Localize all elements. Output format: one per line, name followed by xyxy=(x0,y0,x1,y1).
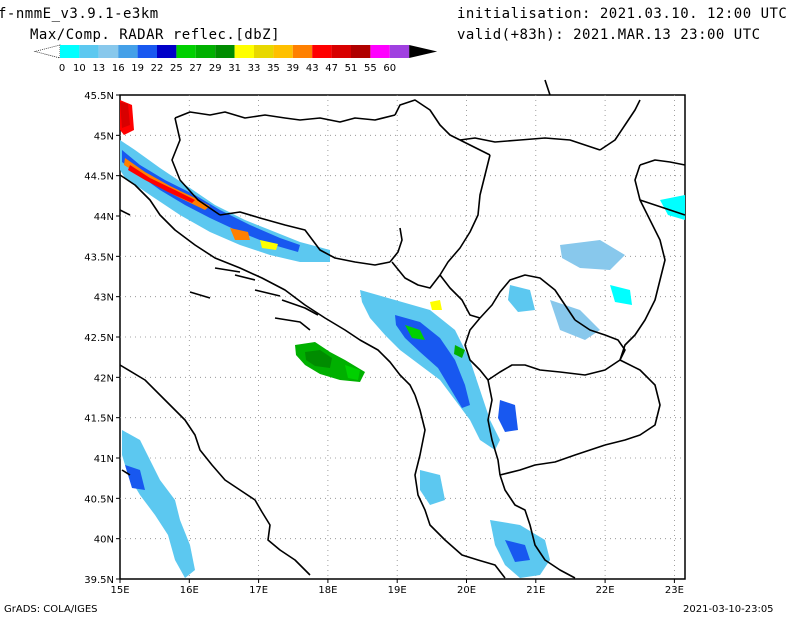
colorbar-label: 13 xyxy=(92,63,105,74)
lat-label: 40.5N xyxy=(84,494,114,505)
render-timestamp: 2021-03-10-23:05 xyxy=(683,604,774,615)
colorbar-label: 51 xyxy=(345,63,358,74)
colorbar-label: 29 xyxy=(209,63,222,74)
lat-label: 43.5N xyxy=(84,252,114,263)
colorbar: 0 10 13 16 19 22 25 27 29 31 33 35 39 43 47 51 55 60 xyxy=(33,44,438,74)
lat-label: 41N xyxy=(94,454,114,465)
colorbar-label: 33 xyxy=(248,63,261,74)
colorbar-swatch xyxy=(176,45,196,58)
init-time: initialisation: 2021.03.10. 12:00 UTC xyxy=(457,6,788,22)
lon-label: 23E xyxy=(665,585,684,596)
colorbar-label: 39 xyxy=(286,63,299,74)
lon-label: 21E xyxy=(526,585,545,596)
colorbar-label: 22 xyxy=(151,63,164,74)
reflectivity-patches xyxy=(120,100,685,578)
field-title: Max/Comp. RADAR reflec.[dbZ] xyxy=(30,27,281,43)
lat-label: 43N xyxy=(94,293,114,304)
lon-label: 15E xyxy=(110,585,129,596)
colorbar-swatch xyxy=(331,45,351,58)
colorbar-swatch xyxy=(157,45,177,58)
lon-label: 22E xyxy=(596,585,615,596)
lat-label: 40N xyxy=(94,535,114,546)
lon-label: 16E xyxy=(180,585,199,596)
colorbar-swatch xyxy=(137,45,157,58)
colorbar-swatch xyxy=(98,45,119,58)
colorbar-swatch xyxy=(118,45,138,58)
colorbar-swatch xyxy=(312,45,332,58)
valid-time: valid(+83h): 2021.MAR.13 23:00 UTC xyxy=(457,27,761,43)
lat-label: 44.5N xyxy=(84,172,114,183)
colorbar-label: 43 xyxy=(306,63,319,74)
lat-label: 42.5N xyxy=(84,333,114,344)
lon-label: 17E xyxy=(249,585,268,596)
colorbar-swatch xyxy=(351,45,371,58)
lat-label: 45N xyxy=(94,131,114,142)
lat-label: 41.5N xyxy=(84,414,114,425)
colorbar-swatch xyxy=(292,45,313,58)
lat-label: 39.5N xyxy=(84,575,114,586)
colorbar-swatch xyxy=(389,45,410,58)
lon-label: 18E xyxy=(318,585,337,596)
colorbar-label: 16 xyxy=(112,63,125,74)
colorbar-label: 10 xyxy=(73,63,86,74)
colorbar-label: 47 xyxy=(325,63,338,74)
colorbar-swatch xyxy=(254,45,274,58)
colorbar-swatch xyxy=(370,45,390,58)
colorbar-swatch xyxy=(195,45,216,58)
colorbar-label: 60 xyxy=(383,63,396,74)
lon-label: 20E xyxy=(457,585,476,596)
colorbar-label: 25 xyxy=(170,63,183,74)
grads-credit: GrADS: COLA/IGES xyxy=(4,604,98,615)
lon-label: 19E xyxy=(388,585,407,596)
colorbar-swatch xyxy=(273,45,293,58)
colorbar-label: 31 xyxy=(228,63,241,74)
model-title: f-nmmE_v3.9.1-e3km xyxy=(0,6,159,22)
colorbar-label: 19 xyxy=(131,63,144,74)
colorbar-label: 27 xyxy=(189,63,202,74)
borders xyxy=(119,79,686,579)
lat-label: 42N xyxy=(94,373,114,384)
colorbar-swatch xyxy=(409,45,438,58)
lat-label: 45.5N xyxy=(84,91,114,102)
colorbar-label: 55 xyxy=(364,63,377,74)
lat-label: 44N xyxy=(94,212,114,223)
colorbar-label: 35 xyxy=(267,63,280,74)
colorbar-swatch xyxy=(234,45,254,58)
colorbar-swatch xyxy=(215,45,235,58)
colorbar-swatch xyxy=(60,45,80,58)
colorbar-swatch xyxy=(79,45,99,58)
colorbar-label: 0 xyxy=(59,63,65,74)
